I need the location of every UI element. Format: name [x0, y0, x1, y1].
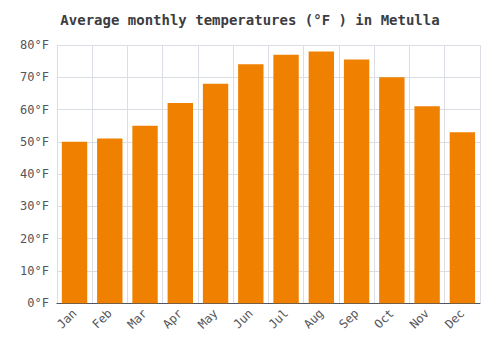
- svg-text:10°F: 10°F: [20, 264, 49, 278]
- svg-text:Apr: Apr: [160, 306, 185, 331]
- svg-text:20°F: 20°F: [20, 232, 49, 246]
- svg-text:Average monthly temperatures (: Average monthly temperatures (°F ) in Me…: [60, 12, 439, 28]
- svg-text:Jul: Jul: [266, 306, 291, 331]
- svg-text:0°F: 0°F: [27, 296, 49, 310]
- svg-text:Feb: Feb: [90, 306, 115, 331]
- svg-text:30°F: 30°F: [20, 199, 49, 213]
- svg-text:Oct: Oct: [372, 306, 397, 331]
- svg-text:May: May: [195, 306, 220, 331]
- svg-text:40°F: 40°F: [20, 167, 49, 181]
- svg-text:Mar: Mar: [125, 306, 150, 331]
- svg-text:60°F: 60°F: [20, 103, 49, 117]
- svg-text:Aug: Aug: [301, 306, 326, 331]
- svg-text:70°F: 70°F: [20, 70, 49, 84]
- svg-text:50°F: 50°F: [20, 135, 49, 149]
- svg-text:Sep: Sep: [336, 306, 361, 331]
- svg-text:Jan: Jan: [54, 306, 79, 331]
- svg-text:Jun: Jun: [231, 306, 256, 331]
- svg-text:80°F: 80°F: [20, 38, 49, 52]
- svg-text:Nov: Nov: [407, 306, 432, 331]
- svg-text:Dec: Dec: [442, 306, 467, 331]
